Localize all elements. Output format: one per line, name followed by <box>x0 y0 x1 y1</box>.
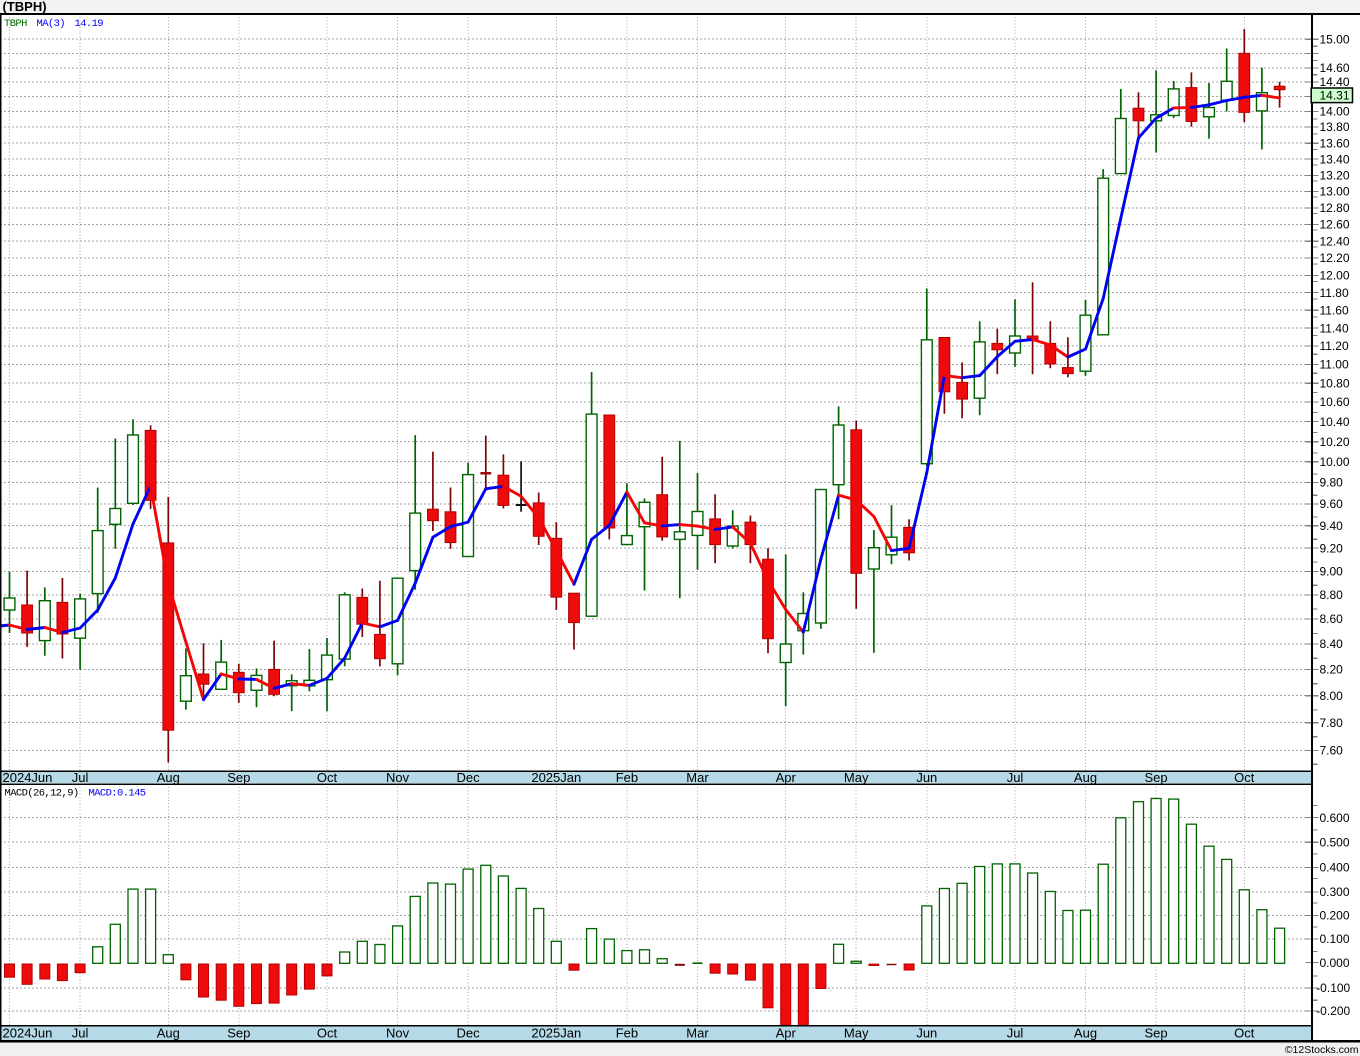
svg-text:May: May <box>844 1025 869 1040</box>
svg-text:10.60: 10.60 <box>1320 395 1350 409</box>
svg-text:12.60: 12.60 <box>1320 218 1350 232</box>
svg-text:Jul: Jul <box>72 1025 89 1040</box>
svg-text:14.19: 14.19 <box>75 18 104 30</box>
svg-text:2025Jan: 2025Jan <box>531 770 581 785</box>
svg-text:TBPH: TBPH <box>4 18 27 30</box>
svg-text:Sep: Sep <box>227 770 250 785</box>
svg-text:Aug: Aug <box>157 770 180 785</box>
svg-text:Mar: Mar <box>686 770 709 785</box>
svg-text:0.300: 0.300 <box>1320 885 1350 899</box>
svg-text:13.40: 13.40 <box>1320 152 1350 166</box>
svg-text:MA(3): MA(3) <box>37 18 66 30</box>
svg-text:2024Jun: 2024Jun <box>3 1025 53 1040</box>
svg-text:Aug: Aug <box>157 1025 180 1040</box>
svg-text:12.00: 12.00 <box>1320 269 1350 283</box>
svg-text:Jul: Jul <box>1007 770 1024 785</box>
svg-text:11.40: 11.40 <box>1320 321 1349 335</box>
svg-text:13.60: 13.60 <box>1320 136 1350 150</box>
svg-text:11.60: 11.60 <box>1320 303 1349 317</box>
svg-text:12.80: 12.80 <box>1320 201 1350 215</box>
svg-text:2025Jan: 2025Jan <box>531 1025 581 1040</box>
svg-text:Jun: Jun <box>916 770 937 785</box>
svg-text:Sep: Sep <box>1145 770 1168 785</box>
svg-text:0.200: 0.200 <box>1320 909 1350 923</box>
svg-text:Jul: Jul <box>72 770 89 785</box>
svg-text:Oct: Oct <box>317 770 338 785</box>
svg-text:14.40: 14.40 <box>1320 75 1350 89</box>
svg-text:©12Stocks.com: ©12Stocks.com <box>1285 1044 1359 1056</box>
svg-text:13.80: 13.80 <box>1320 120 1350 134</box>
svg-text:0.000: 0.000 <box>1320 956 1350 970</box>
svg-text:11.20: 11.20 <box>1320 339 1349 353</box>
svg-text:Sep: Sep <box>1145 1025 1168 1040</box>
svg-text:11.80: 11.80 <box>1320 286 1349 300</box>
svg-text:MACD:0.145: MACD:0.145 <box>89 787 146 799</box>
svg-text:Oct: Oct <box>317 1025 338 1040</box>
svg-text:Jul: Jul <box>1007 1025 1024 1040</box>
svg-text:8.00: 8.00 <box>1320 689 1344 703</box>
svg-text:Feb: Feb <box>616 770 638 785</box>
svg-text:9.60: 9.60 <box>1320 497 1344 511</box>
svg-text:Nov: Nov <box>386 770 410 785</box>
svg-text:Apr: Apr <box>776 770 797 785</box>
svg-text:0.100: 0.100 <box>1320 932 1350 946</box>
svg-text:Jun: Jun <box>916 1025 937 1040</box>
svg-text:13.00: 13.00 <box>1320 185 1350 199</box>
svg-text:12.40: 12.40 <box>1320 234 1350 248</box>
svg-text:7.80: 7.80 <box>1320 716 1344 730</box>
svg-text:14.31: 14.31 <box>1320 89 1350 103</box>
svg-text:10.80: 10.80 <box>1320 376 1350 390</box>
svg-text:2024Jun: 2024Jun <box>3 770 53 785</box>
svg-text:Oct: Oct <box>1234 1025 1255 1040</box>
svg-text:Dec: Dec <box>457 770 481 785</box>
svg-text:12.20: 12.20 <box>1320 251 1350 265</box>
svg-text:0.600: 0.600 <box>1320 811 1350 825</box>
svg-text:8.40: 8.40 <box>1320 637 1344 651</box>
svg-text:-0.200: -0.200 <box>1316 1004 1350 1018</box>
svg-text:Mar: Mar <box>686 1025 709 1040</box>
svg-text:9.40: 9.40 <box>1320 519 1344 533</box>
svg-text:Feb: Feb <box>616 1025 638 1040</box>
svg-text:10.20: 10.20 <box>1320 435 1350 449</box>
svg-text:8.60: 8.60 <box>1320 612 1344 626</box>
svg-text:0.400: 0.400 <box>1320 861 1350 875</box>
svg-text:Aug: Aug <box>1074 770 1097 785</box>
svg-text:9.00: 9.00 <box>1320 565 1344 579</box>
svg-text:MACD(26,12,9): MACD(26,12,9) <box>5 787 79 799</box>
svg-text:14.00: 14.00 <box>1320 105 1350 119</box>
svg-text:Sep: Sep <box>227 1025 250 1040</box>
svg-text:May: May <box>844 770 869 785</box>
svg-text:10.40: 10.40 <box>1320 415 1350 429</box>
svg-text:10.00: 10.00 <box>1320 455 1350 469</box>
svg-text:13.20: 13.20 <box>1320 169 1350 183</box>
svg-text:8.20: 8.20 <box>1320 663 1344 677</box>
svg-text:9.20: 9.20 <box>1320 541 1344 555</box>
svg-text:0.500: 0.500 <box>1320 835 1350 849</box>
svg-text:Aug: Aug <box>1074 1025 1097 1040</box>
svg-text:11.00: 11.00 <box>1320 358 1349 372</box>
svg-text:8.80: 8.80 <box>1320 588 1344 602</box>
svg-text:(TBPH): (TBPH) <box>3 0 47 14</box>
svg-text:9.80: 9.80 <box>1320 476 1344 490</box>
svg-text:-0.100: -0.100 <box>1316 981 1350 995</box>
svg-text:Dec: Dec <box>457 1025 481 1040</box>
svg-text:Apr: Apr <box>776 1025 797 1040</box>
svg-text:Oct: Oct <box>1234 770 1255 785</box>
svg-text:7.60: 7.60 <box>1320 744 1344 758</box>
svg-text:14.60: 14.60 <box>1320 61 1350 75</box>
svg-text:15.00: 15.00 <box>1320 32 1350 46</box>
svg-text:Nov: Nov <box>386 1025 410 1040</box>
